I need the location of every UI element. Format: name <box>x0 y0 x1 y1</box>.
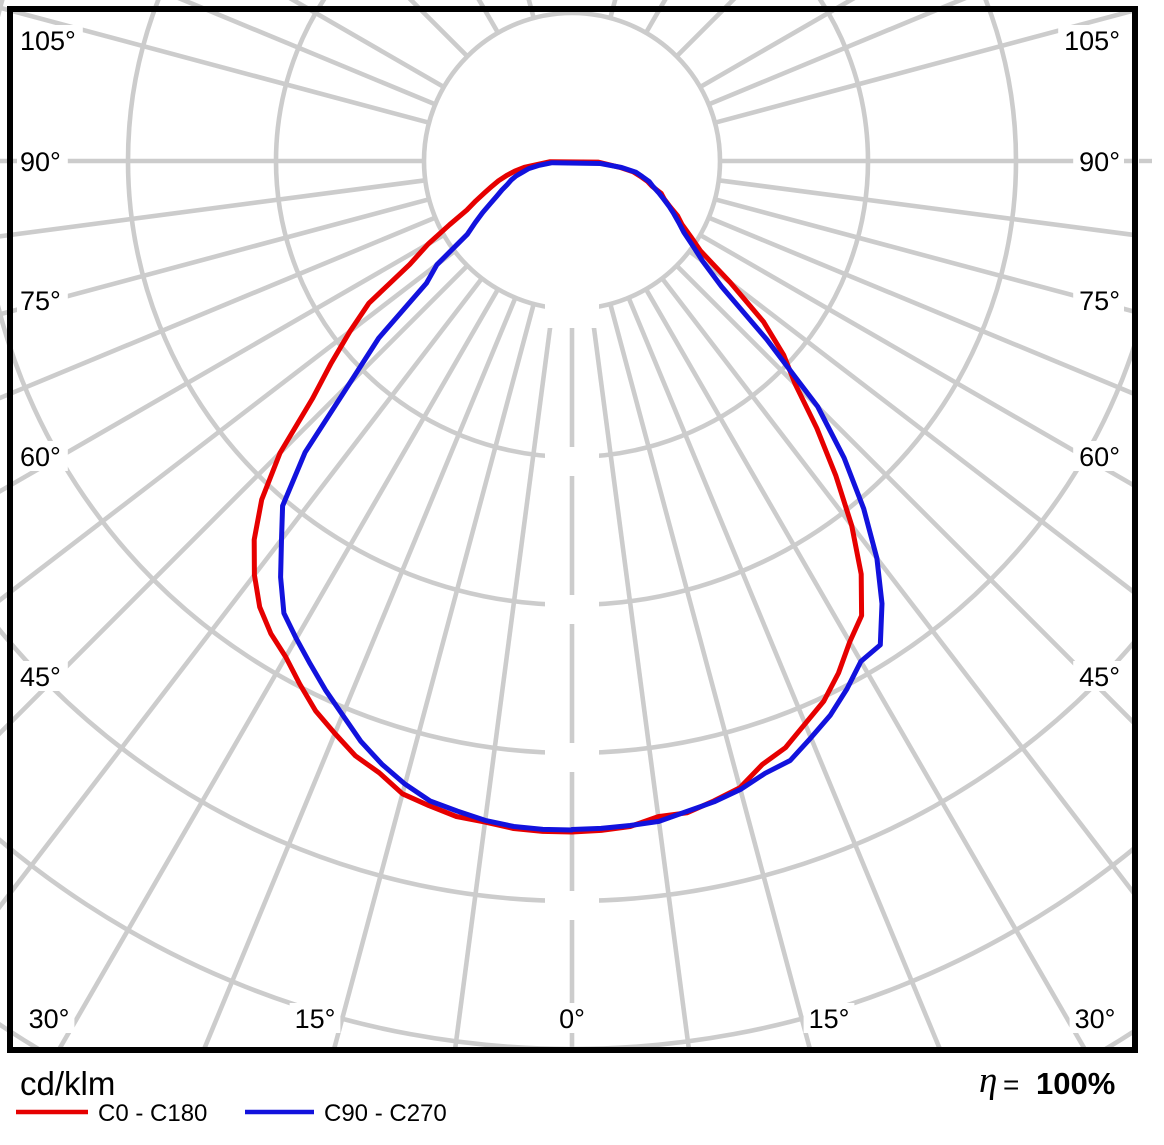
svg-text:0°: 0° <box>559 1004 585 1034</box>
svg-text:75°: 75° <box>1079 286 1120 316</box>
svg-text:C0 - C180: C0 - C180 <box>98 1100 207 1127</box>
svg-text:60°: 60° <box>1079 442 1120 472</box>
svg-text:100%: 100% <box>1036 1066 1115 1101</box>
svg-text:45°: 45° <box>1079 662 1120 692</box>
svg-text:105°: 105° <box>1064 26 1120 56</box>
svg-text:cd/klm: cd/klm <box>20 1065 115 1102</box>
svg-text:η: η <box>979 1060 997 1101</box>
svg-text:90°: 90° <box>20 147 61 177</box>
svg-text:30°: 30° <box>1075 1004 1116 1034</box>
svg-text:90°: 90° <box>1079 147 1120 177</box>
svg-text:=: = <box>1003 1069 1019 1100</box>
svg-text:15°: 15° <box>295 1004 336 1034</box>
svg-text:75°: 75° <box>20 286 61 316</box>
svg-text:45°: 45° <box>20 662 61 692</box>
svg-text:C90 - C270: C90 - C270 <box>324 1100 447 1127</box>
svg-text:105°: 105° <box>20 26 76 56</box>
svg-text:30°: 30° <box>29 1004 70 1034</box>
svg-text:15°: 15° <box>809 1004 850 1034</box>
svg-text:60°: 60° <box>20 442 61 472</box>
